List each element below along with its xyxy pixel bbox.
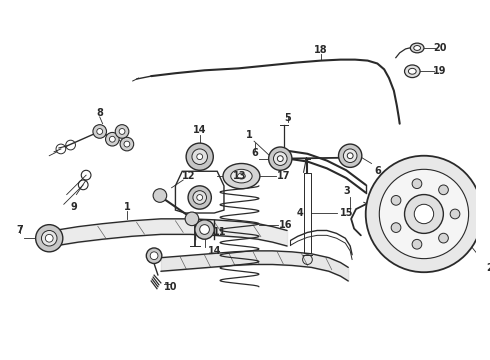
- Circle shape: [193, 191, 206, 204]
- Circle shape: [405, 194, 443, 233]
- Circle shape: [347, 153, 353, 159]
- Circle shape: [197, 194, 203, 201]
- Circle shape: [439, 185, 448, 195]
- Circle shape: [414, 204, 434, 224]
- Text: 12: 12: [182, 171, 196, 181]
- Ellipse shape: [238, 173, 245, 179]
- Ellipse shape: [405, 65, 420, 78]
- Circle shape: [109, 136, 115, 142]
- Text: 3: 3: [343, 186, 350, 196]
- Circle shape: [119, 129, 125, 134]
- Ellipse shape: [410, 43, 424, 53]
- Circle shape: [120, 137, 134, 151]
- Ellipse shape: [409, 68, 416, 74]
- Text: 11: 11: [213, 228, 227, 238]
- Text: 6: 6: [252, 148, 258, 158]
- Ellipse shape: [414, 46, 420, 50]
- Circle shape: [36, 225, 63, 252]
- Text: 5: 5: [285, 113, 292, 123]
- Text: 14: 14: [208, 246, 221, 256]
- Text: 6: 6: [374, 166, 381, 176]
- Circle shape: [192, 149, 207, 165]
- Circle shape: [366, 156, 482, 272]
- Ellipse shape: [231, 169, 252, 183]
- Circle shape: [197, 154, 203, 159]
- Circle shape: [188, 186, 211, 209]
- Circle shape: [391, 195, 401, 205]
- Circle shape: [185, 212, 199, 226]
- Circle shape: [150, 252, 158, 260]
- Circle shape: [105, 132, 119, 146]
- Circle shape: [186, 143, 213, 170]
- Circle shape: [42, 230, 57, 246]
- Circle shape: [195, 220, 214, 239]
- Circle shape: [439, 233, 448, 243]
- Text: 15: 15: [340, 208, 353, 218]
- Circle shape: [97, 129, 102, 134]
- Circle shape: [200, 225, 209, 234]
- Text: 16: 16: [279, 220, 293, 230]
- Text: 9: 9: [70, 202, 77, 212]
- Circle shape: [412, 239, 422, 249]
- Text: 17: 17: [277, 171, 291, 181]
- Circle shape: [93, 125, 106, 138]
- Circle shape: [153, 189, 167, 202]
- Circle shape: [277, 156, 283, 162]
- Circle shape: [147, 248, 162, 264]
- Text: 20: 20: [434, 43, 447, 53]
- Text: 13: 13: [233, 171, 246, 181]
- Text: 7: 7: [17, 225, 24, 235]
- Circle shape: [339, 144, 362, 167]
- Text: 18: 18: [314, 45, 328, 55]
- Circle shape: [343, 149, 357, 162]
- Text: 1: 1: [123, 202, 130, 212]
- Circle shape: [379, 169, 468, 258]
- Circle shape: [391, 223, 401, 233]
- Ellipse shape: [223, 163, 260, 189]
- Text: 14: 14: [193, 126, 206, 135]
- Circle shape: [46, 234, 53, 242]
- Circle shape: [412, 179, 422, 189]
- Text: 10: 10: [164, 282, 177, 292]
- Circle shape: [124, 141, 130, 147]
- Text: 19: 19: [433, 66, 446, 76]
- Text: 4: 4: [296, 208, 303, 218]
- Circle shape: [115, 125, 129, 138]
- Circle shape: [450, 209, 460, 219]
- Text: 1: 1: [246, 130, 252, 140]
- Text: 8: 8: [96, 108, 103, 118]
- Circle shape: [273, 152, 287, 166]
- Circle shape: [269, 147, 292, 170]
- Text: 2: 2: [487, 264, 490, 273]
